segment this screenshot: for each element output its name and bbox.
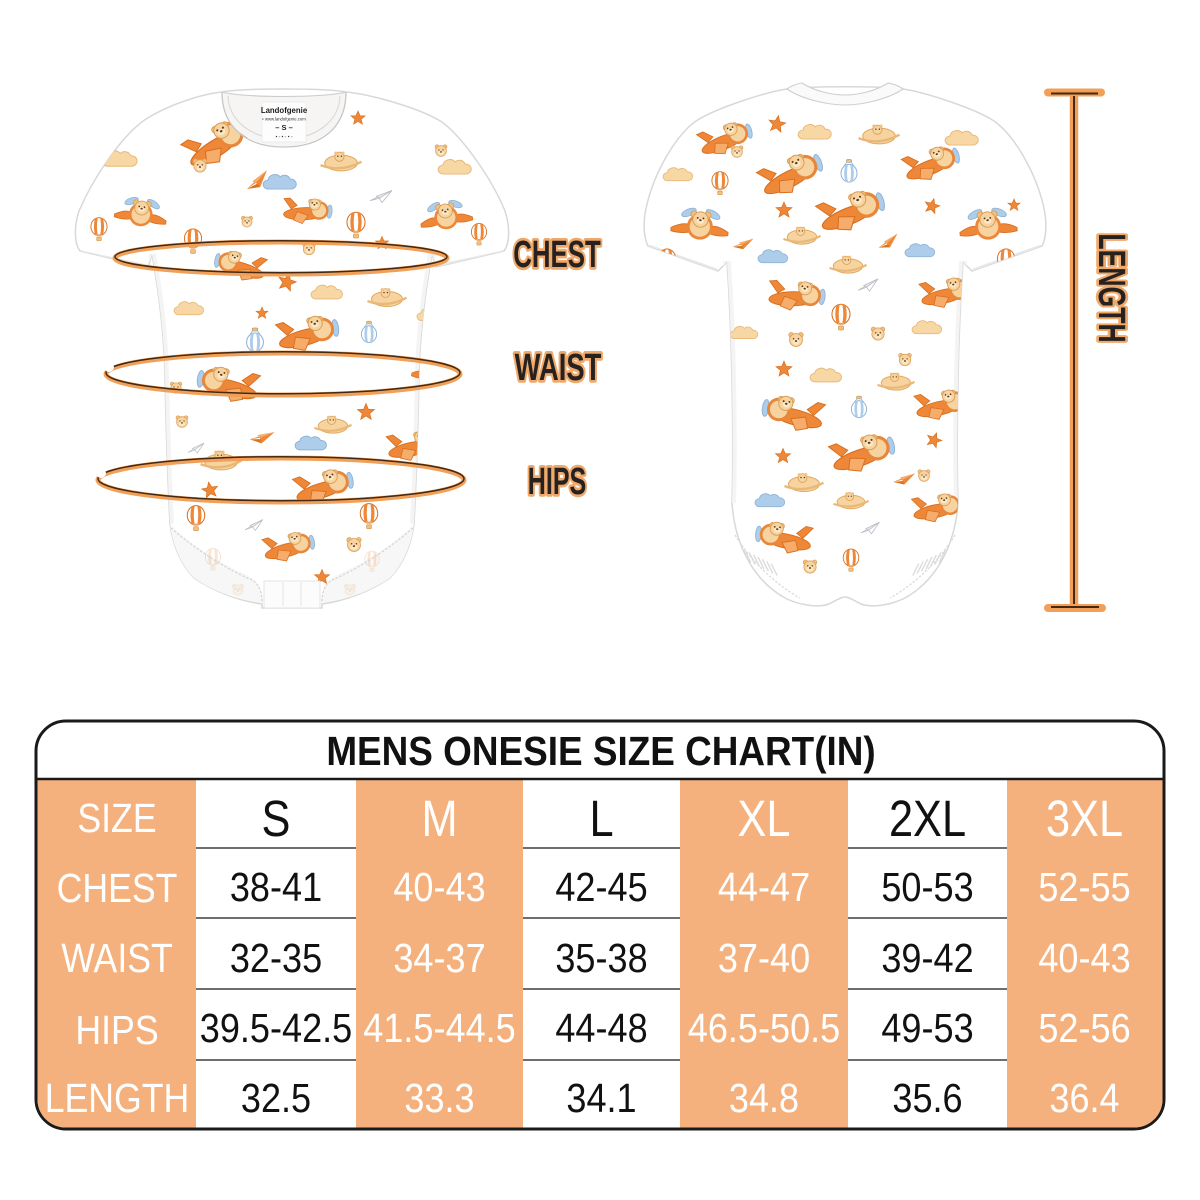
svg-text:CHEST: CHEST [57,866,178,912]
svg-text:L: L [589,791,613,848]
svg-text:LENGTH: LENGTH [1091,233,1134,342]
svg-text:CHEST: CHEST [513,233,601,275]
svg-text:52-56: 52-56 [1038,1006,1130,1052]
svg-text:M: M [421,791,457,848]
svg-text:37-40: 37-40 [718,936,810,982]
svg-text:39.5-42.5: 39.5-42.5 [200,1006,352,1052]
svg-text:LENGTH: LENGTH [45,1076,190,1122]
svg-text:41.5-44.5: 41.5-44.5 [363,1006,515,1052]
svg-text:40-43: 40-43 [1038,936,1130,982]
svg-text:▪ ▫ ▪ ▫ ▪ ▫: ▪ ▫ ▪ ▫ ▪ ▫ [276,135,293,140]
svg-text:MENS ONESIE SIZE CHART(IN): MENS ONESIE SIZE CHART(IN) [326,729,875,774]
svg-text:33.3: 33.3 [404,1076,474,1122]
svg-text:34.8: 34.8 [729,1076,799,1122]
svg-text:3XL: 3XL [1046,791,1123,848]
svg-text:2XL: 2XL [889,791,966,848]
svg-text:▪ www.landofgenie.com: ▪ www.landofgenie.com [262,117,306,122]
svg-text:40-43: 40-43 [393,865,485,911]
svg-text:HIPS: HIPS [75,1008,158,1054]
svg-text:49-53: 49-53 [881,1006,973,1052]
svg-text:S: S [262,791,291,848]
svg-text:34.1: 34.1 [566,1076,636,1122]
svg-text:HIPS: HIPS [528,460,587,502]
svg-text:44-47: 44-47 [718,865,810,911]
svg-text:XL: XL [737,791,790,848]
svg-text:34-37: 34-37 [393,936,485,982]
svg-text:44-48: 44-48 [555,1006,647,1052]
svg-text:– S –: – S – [275,123,293,132]
svg-text:Landofgenie: Landofgenie [261,106,308,115]
svg-text:32-35: 32-35 [230,936,322,982]
svg-text:39-42: 39-42 [881,936,973,982]
svg-text:SIZE: SIZE [77,796,156,842]
svg-text:35-38: 35-38 [555,936,647,982]
svg-text:42-45: 42-45 [555,865,647,911]
svg-text:WAIST: WAIST [61,936,173,982]
svg-text:36.4: 36.4 [1049,1076,1119,1122]
svg-text:52-55: 52-55 [1038,865,1130,911]
svg-text:32.5: 32.5 [241,1076,311,1122]
svg-text:WAIST: WAIST [515,347,602,389]
svg-text:50-53: 50-53 [881,865,973,911]
svg-text:38-41: 38-41 [230,865,322,911]
svg-text:46.5-50.5: 46.5-50.5 [688,1006,840,1052]
svg-text:35.6: 35.6 [892,1076,962,1122]
